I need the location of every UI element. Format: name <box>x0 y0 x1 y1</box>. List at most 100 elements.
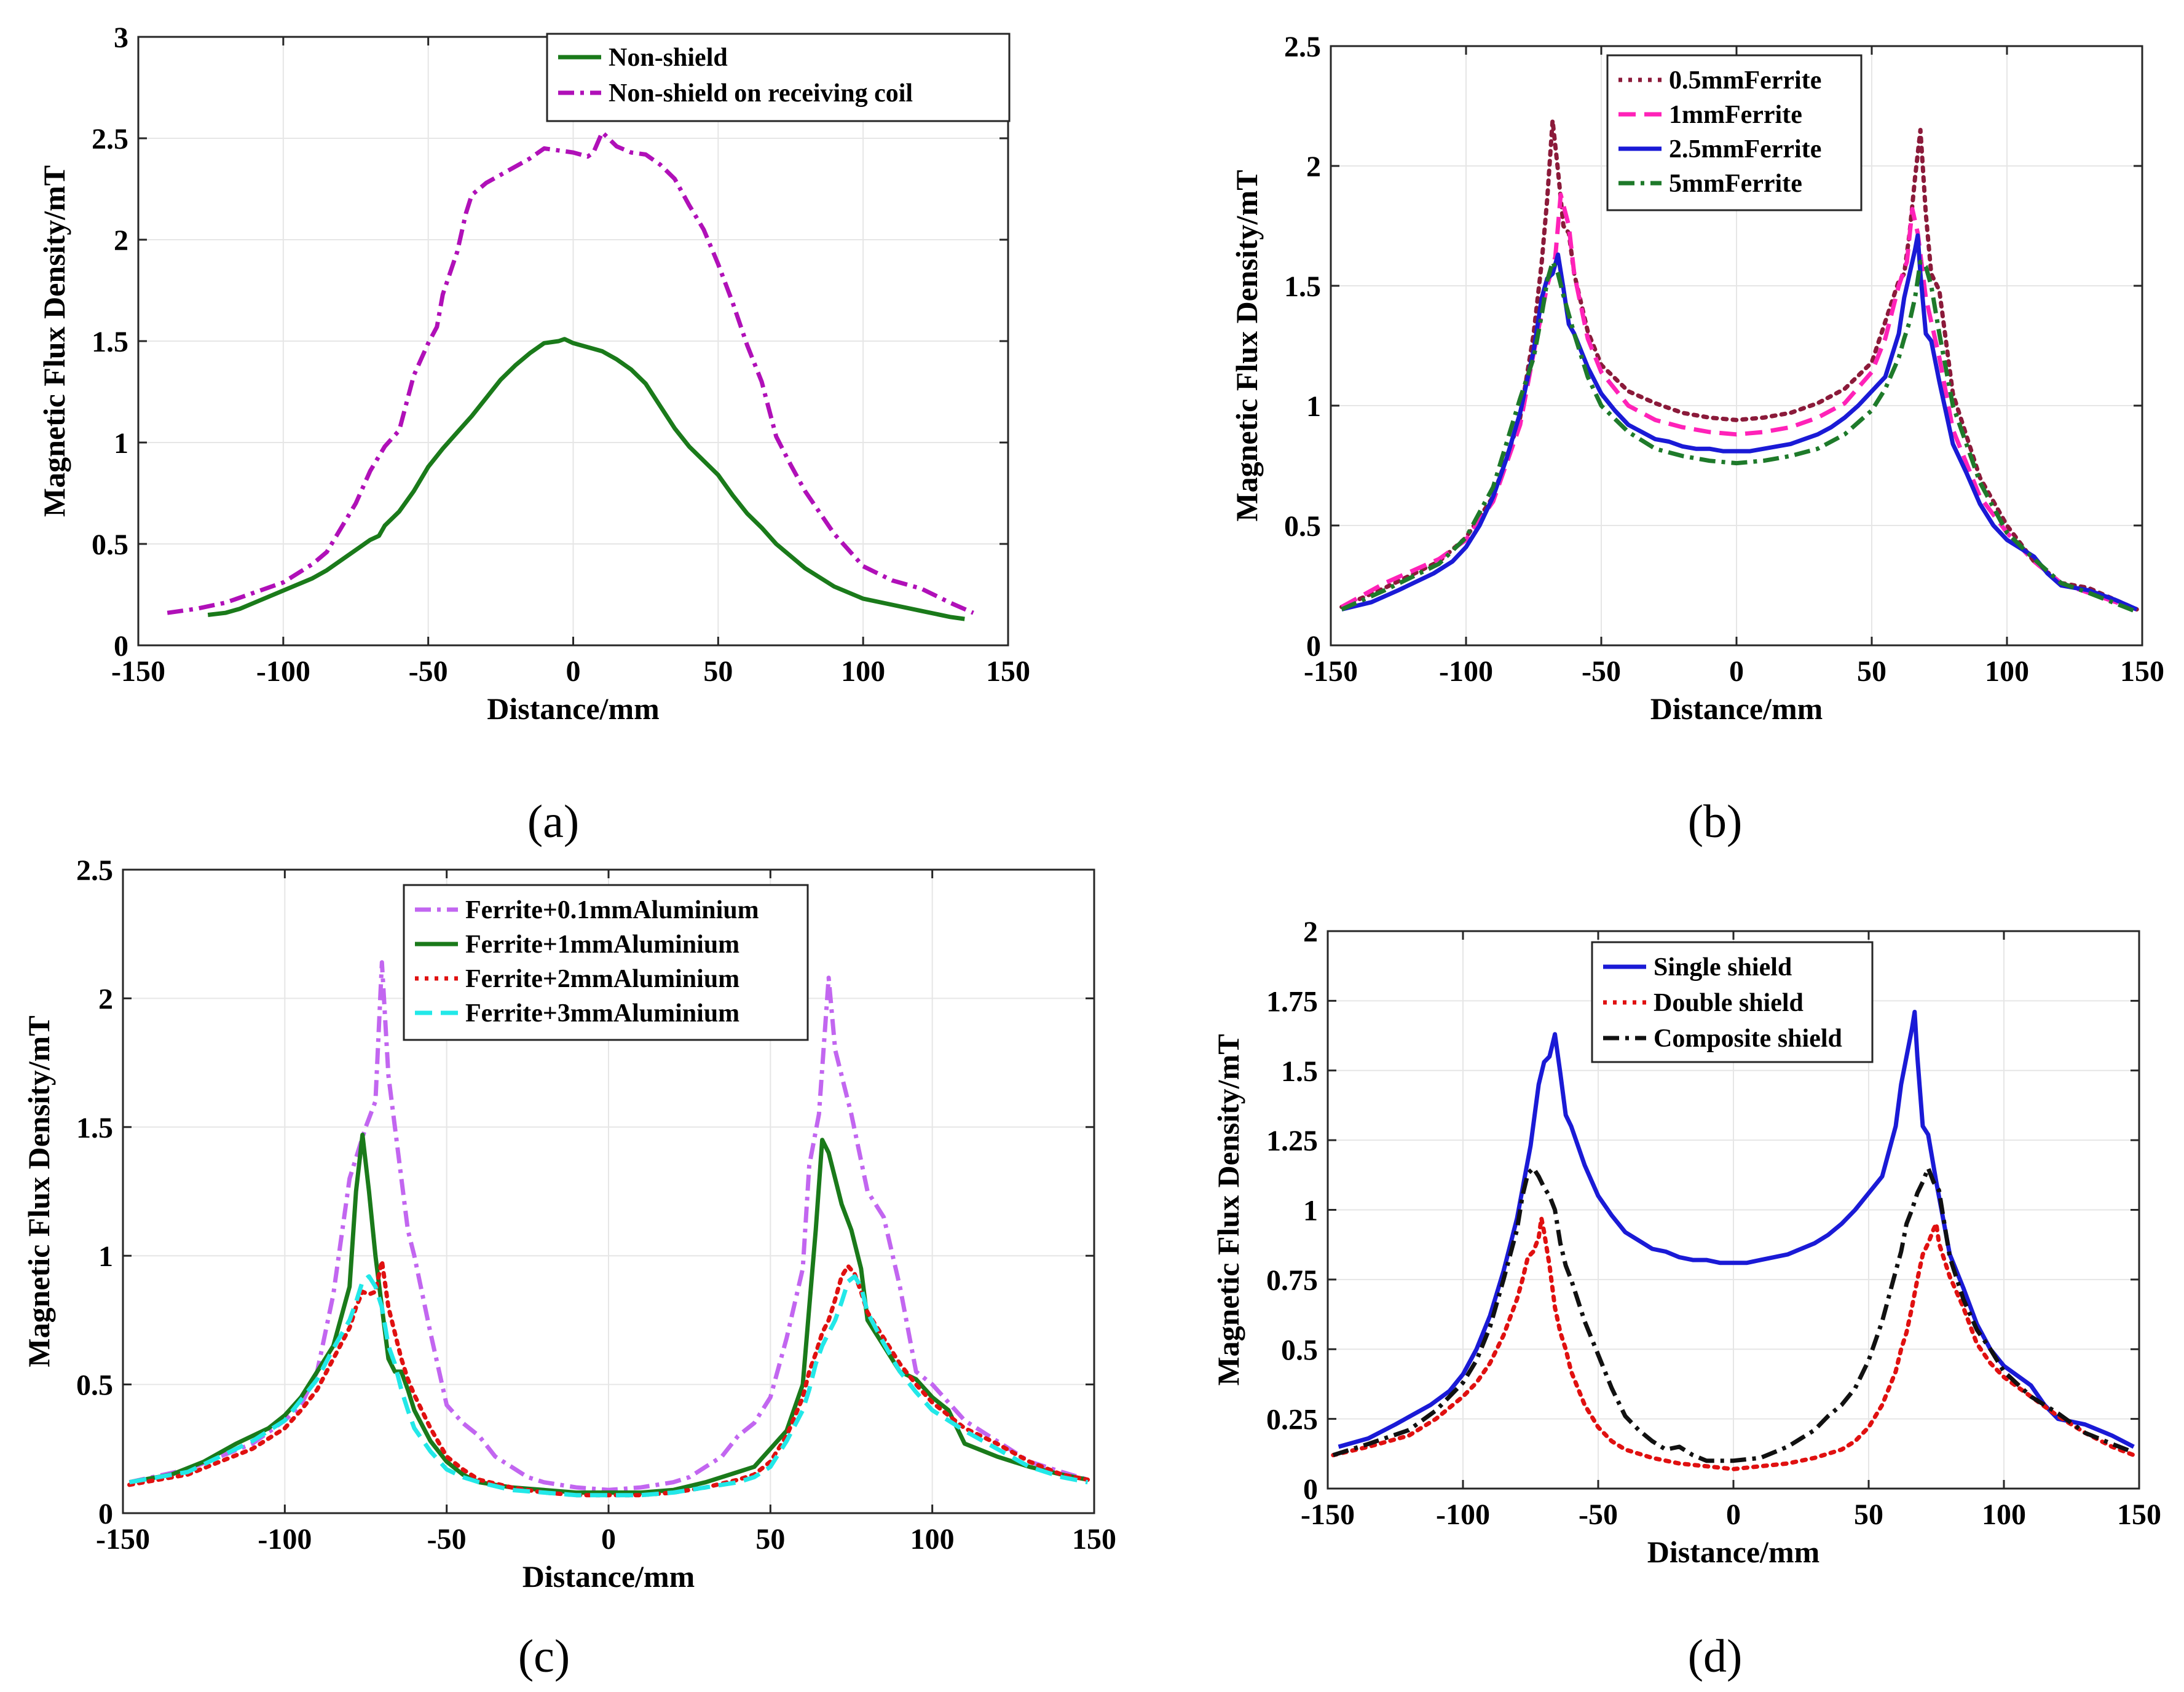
y-tick-label: 2.5 <box>1284 31 1321 63</box>
x-tick-label: -150 <box>96 1523 150 1556</box>
y-axis-title: Magnetic Flux Density/mT <box>37 165 71 517</box>
legend-entry-label: Ferrite+3mmAluminium <box>465 999 739 1028</box>
panel-d: -150 -100 -50 0 50 100 150 0 0.25 0.5 0.75 1 1.25 1.5… <box>1211 916 2161 1682</box>
series-line <box>128 960 1089 1492</box>
x-tick-label: 50 <box>703 655 733 688</box>
y-tick-label: 2 <box>1306 151 1321 183</box>
series-line <box>167 130 974 615</box>
y-axis-title: Magnetic Flux Density/mT <box>1211 1034 1245 1385</box>
x-axis-title: Distance/mm <box>1647 1535 1820 1569</box>
x-tick-label: 150 <box>986 655 1030 688</box>
panel-caption: (b) <box>1688 796 1743 848</box>
y-tick-label: 0.5 <box>1284 510 1321 543</box>
legend-entry-label: Ferrite+0.1mmAluminium <box>465 896 759 924</box>
legend-entry-label: Ferrite+2mmAluminium <box>465 965 739 993</box>
y-tick-label: 1.5 <box>92 326 128 358</box>
y-tick-label: 1.5 <box>76 1112 113 1144</box>
y-tick-label: 0.5 <box>92 529 128 561</box>
y-tick-label: 1.25 <box>1266 1125 1318 1157</box>
x-tick-label: 0 <box>1729 655 1744 688</box>
x-axis-title: Distance/mm <box>487 691 660 726</box>
legend: Ferrite+0.1mmAluminium Ferrite+1mmAlumini… <box>403 884 809 1041</box>
x-tick-label: 0 <box>1726 1498 1741 1531</box>
x-tick-label: -50 <box>409 655 448 688</box>
x-tick-label: 150 <box>2117 1498 2161 1531</box>
y-tick-label: 1.75 <box>1266 985 1318 1018</box>
y-tick-label: 0 <box>114 630 128 663</box>
series-line <box>1339 118 2139 612</box>
panel-b: -150 -100 -50 0 50 100 150 0 0.5 1 1.5 2 2.5 Distance… <box>1229 31 2164 848</box>
legend-entry-label: Single shield <box>1654 953 1792 982</box>
y-tick-label: 1 <box>98 1240 113 1273</box>
panel-a: -150 -100 -50 0 50 100 150 0 0.5 1 1.5 2 2.5 3 Distanc… <box>37 22 1030 848</box>
legend-entry-label: 1mmFerrite <box>1669 101 1802 129</box>
legend-box <box>403 884 809 1041</box>
series-line <box>128 1274 1089 1498</box>
panel-caption: (a) <box>527 796 579 848</box>
x-tick-label: -150 <box>111 655 165 688</box>
y-tick-label: 1.5 <box>1281 1055 1318 1088</box>
y-tick-label: 2 <box>1303 916 1318 948</box>
x-tick-label: -100 <box>258 1523 312 1556</box>
x-tick-label: 100 <box>841 655 885 688</box>
legend-entry-label: Non-shield <box>609 44 728 72</box>
x-axis-title: Distance/mm <box>522 1559 695 1594</box>
x-tick-label: 100 <box>1982 1498 2026 1531</box>
legend-entry-label: Double shield <box>1654 989 1804 1017</box>
x-tick-label: 50 <box>1857 655 1886 688</box>
legend: Single shield Double shield Composite shie… <box>1591 941 1874 1063</box>
y-axis-title: Magnetic Flux Density/mT <box>22 1015 56 1367</box>
y-tick-label: 1 <box>1306 390 1321 423</box>
panel-caption: (d) <box>1688 1631 1743 1682</box>
x-tick-label: 0 <box>566 655 581 688</box>
x-tick-label: -50 <box>427 1523 467 1556</box>
y-axis-title: Magnetic Flux Density/mT <box>1229 170 1264 521</box>
legend-entry-label: Non-shield on receiving coil <box>609 79 913 108</box>
legend-box <box>546 33 1011 122</box>
legend-entry-label: 5mmFerrite <box>1669 170 1802 198</box>
panel-caption: (c) <box>518 1631 570 1682</box>
x-tick-label: 100 <box>1985 655 2029 688</box>
x-tick-label: -100 <box>1439 655 1493 688</box>
legend: Non-shield Non-shield on receiving coil <box>546 33 1011 122</box>
panel-c: -150 -100 -50 0 50 100 150 0 0.5 1 1.5 2 2.5 Distance… <box>22 854 1116 1682</box>
x-tick-label: 50 <box>755 1523 785 1556</box>
y-tick-label: 1.5 <box>1284 270 1321 303</box>
x-tick-label: 0 <box>601 1523 616 1556</box>
x-tick-label: 150 <box>2120 655 2164 688</box>
series-line <box>1331 1216 2136 1471</box>
y-tick-label: 0.75 <box>1266 1264 1318 1297</box>
x-tick-label: -150 <box>1301 1498 1355 1531</box>
x-tick-label: -50 <box>1582 655 1621 688</box>
y-tick-label: 0.25 <box>1266 1404 1318 1436</box>
legend-entry-label: 0.5mmFerrite <box>1669 66 1821 95</box>
x-tick-label: 50 <box>1854 1498 1883 1531</box>
y-tick-label: 2.5 <box>92 123 128 155</box>
y-tick-label: 0.5 <box>1281 1334 1318 1366</box>
y-tick-label: 1 <box>114 427 128 460</box>
x-tick-label: 100 <box>910 1523 955 1556</box>
x-tick-label: -100 <box>1436 1498 1490 1531</box>
x-tick-label: 150 <box>1072 1523 1116 1556</box>
y-tick-label: 2.5 <box>76 854 113 887</box>
x-tick-label: -100 <box>256 655 310 688</box>
y-tick-label: 1 <box>1303 1195 1318 1227</box>
y-tick-label: 2 <box>98 983 113 1015</box>
x-axis-title: Distance/mm <box>1650 691 1823 726</box>
legend-entry-label: Composite shield <box>1654 1025 1842 1053</box>
series-line <box>207 337 965 621</box>
x-tick-label: -150 <box>1304 655 1358 688</box>
series-line <box>1340 192 2138 612</box>
y-tick-label: 0 <box>98 1498 113 1530</box>
series-line <box>1341 259 2138 614</box>
y-tick-label: 0 <box>1303 1473 1318 1506</box>
legend-box <box>1591 941 1874 1063</box>
y-tick-label: 0 <box>1306 630 1321 663</box>
legend: 0.5mmFerrite 1mmFerrite 2.5mmFerrite 5mmFer… <box>1606 54 1863 211</box>
y-tick-label: 2 <box>114 224 128 257</box>
legend-entry-label: 2.5mmFerrite <box>1669 135 1821 163</box>
x-tick-label: -50 <box>1579 1498 1618 1531</box>
y-tick-label: 0.5 <box>76 1369 113 1402</box>
